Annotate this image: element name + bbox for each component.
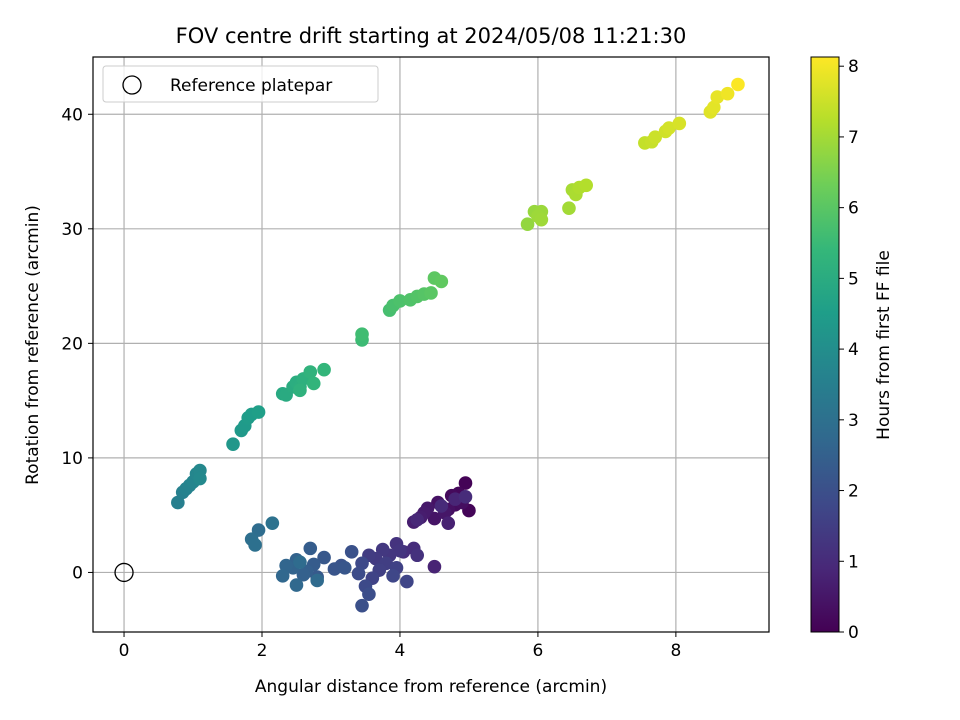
data-point (289, 578, 304, 592)
data-point (226, 437, 240, 451)
legend-marker-icon (122, 75, 142, 95)
data-point (400, 574, 414, 589)
data-point (293, 383, 307, 398)
data-point (427, 511, 442, 526)
colorbar-tick-label: 7 (848, 128, 859, 148)
y-tick-label: 30 (61, 220, 83, 240)
y-tick-label: 40 (61, 105, 83, 125)
y-axis-label: Rotation from reference (arcmin) (23, 205, 43, 485)
data-point (720, 86, 735, 101)
y-tick-label: 20 (61, 334, 83, 354)
y-tick-label: 10 (61, 449, 83, 469)
data-point (434, 274, 449, 289)
data-point (279, 558, 293, 573)
data-point (534, 212, 549, 227)
data-point (441, 516, 456, 530)
data-point (251, 405, 266, 419)
data-point (458, 490, 473, 504)
data-point (351, 566, 366, 581)
data-point (355, 598, 369, 613)
data-point (386, 569, 400, 583)
data-point (293, 555, 307, 569)
data-point (344, 545, 359, 559)
data-point (362, 587, 376, 602)
x-tick-label: 4 (395, 641, 406, 661)
colorbar-ticks: 0 1 2 3 4 5 6 7 8 (839, 57, 859, 643)
data-point (662, 121, 676, 135)
x-tick-label: 0 (119, 641, 130, 661)
colorbar-tick-label: 4 (848, 340, 859, 360)
data-point (317, 550, 331, 565)
data-point (410, 512, 425, 527)
data-point (337, 561, 352, 575)
data-point (427, 559, 442, 574)
data-point (410, 548, 425, 563)
x-tick-label: 2 (257, 641, 268, 661)
colorbar-tick-label: 2 (848, 482, 859, 502)
data-point (171, 495, 185, 510)
data-point (265, 516, 280, 530)
x-axis-label: Angular distance from reference (arcmin) (255, 677, 607, 697)
plot-frame (92, 56, 770, 633)
legend-label: Reference platepar (170, 76, 332, 96)
data-point (520, 217, 535, 232)
data-point (710, 90, 725, 104)
data-point (310, 573, 324, 588)
data-point (327, 562, 342, 576)
chart-title: FOV centre drift starting at 2024/05/08 … (176, 24, 687, 48)
x-tick-label: 6 (533, 641, 544, 661)
data-point (355, 556, 369, 571)
x-tick-label: 8 (670, 641, 681, 661)
data-point (303, 365, 318, 379)
data-point (303, 541, 318, 556)
data-point (434, 499, 449, 513)
data-point (393, 543, 407, 558)
y-tick-label: 0 (72, 563, 83, 583)
data-point (193, 471, 207, 486)
data-point (731, 77, 745, 92)
data-point (579, 178, 594, 193)
colorbar-tick-label: 8 (848, 57, 859, 77)
colorbar (810, 56, 840, 633)
reference-point (114, 562, 134, 583)
x-ticks: 0 2 4 6 8 (119, 632, 681, 661)
data-point (275, 569, 290, 583)
data-point (707, 100, 721, 115)
colorbar-tick-label: 3 (848, 411, 859, 431)
data-point (672, 116, 687, 131)
y-ticks: 0 10 20 30 40 (61, 105, 93, 583)
data-point (648, 130, 662, 144)
colorbar-tick-label: 0 (848, 623, 859, 643)
data-point (296, 567, 311, 582)
colorbar-label: Hours from first FF file (874, 250, 894, 440)
data-point (448, 492, 462, 506)
data-point (317, 362, 331, 377)
data-point (393, 294, 407, 308)
data-point (424, 286, 438, 300)
legend: Reference platepar (102, 65, 379, 103)
colorbar-tick-label: 6 (848, 199, 859, 219)
data-point (248, 538, 262, 552)
colorbar-tick-label: 5 (848, 269, 859, 289)
data-point (306, 376, 321, 391)
data-point (458, 476, 473, 490)
colorbar-tick-label: 1 (848, 552, 859, 572)
data-point (355, 327, 369, 341)
grid (93, 57, 769, 632)
legend-box (102, 65, 379, 103)
data-points (171, 77, 745, 613)
data-point (562, 201, 576, 215)
